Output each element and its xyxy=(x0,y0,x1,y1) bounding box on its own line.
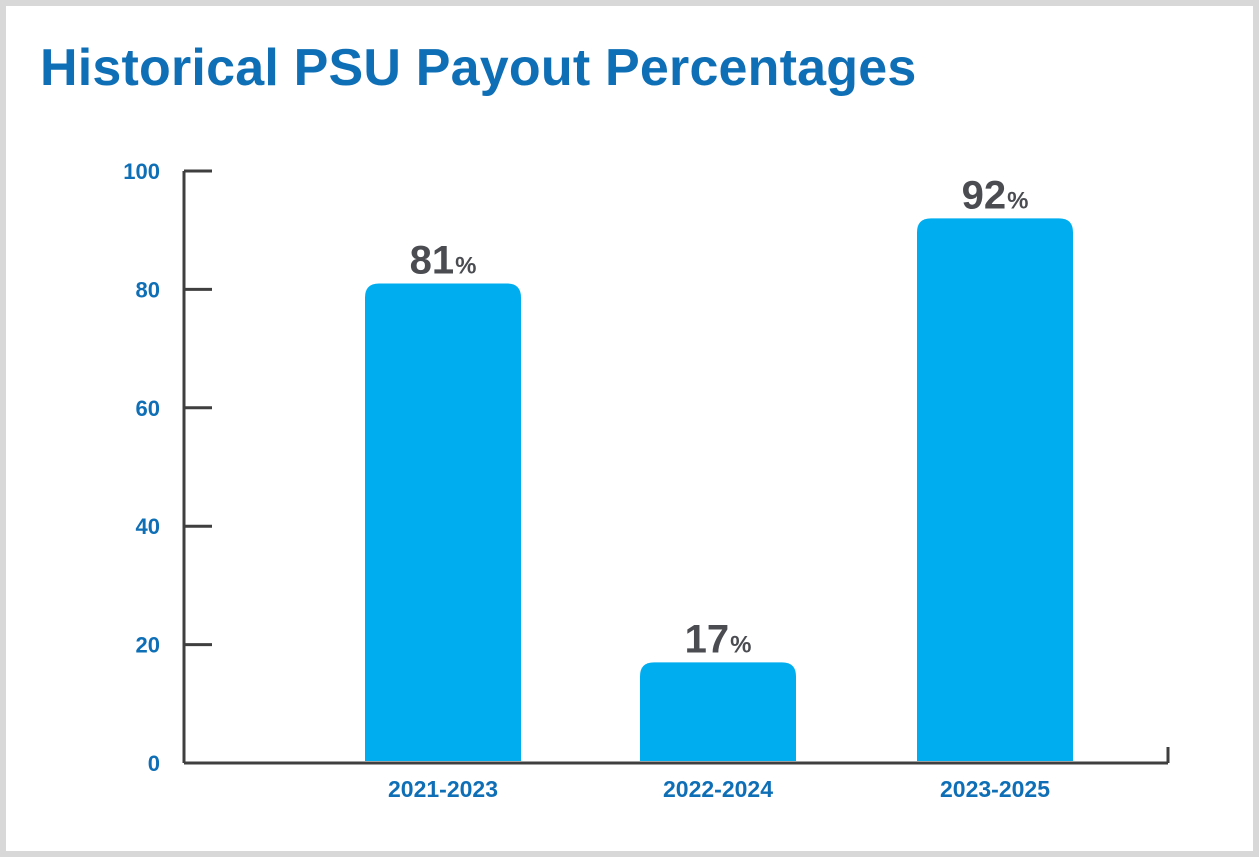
data-label-unit: % xyxy=(455,252,476,279)
y-tick-label: 40 xyxy=(136,514,160,539)
y-tick-label: 60 xyxy=(136,396,160,421)
data-label-unit: % xyxy=(730,631,751,658)
bar-2021-2023 xyxy=(365,283,521,761)
chart-title: Historical PSU Payout Percentages xyxy=(40,39,917,97)
bar-2022-2024 xyxy=(640,662,796,761)
data-label: 92% xyxy=(962,173,1029,217)
x-tick-label: 2021-2023 xyxy=(388,776,498,802)
x-tick-label: 2022-2024 xyxy=(663,776,773,802)
category-labels: 2021-2023 2022-2024 2023-2025 xyxy=(388,776,1050,802)
data-label-value: 81 xyxy=(410,238,455,282)
value-labels: 81%17%92% xyxy=(410,173,1029,661)
y-axis: 0 20 40 60 80 100 xyxy=(123,159,212,776)
data-label-value: 17 xyxy=(685,617,730,661)
y-tick-label: 20 xyxy=(136,633,160,658)
bars xyxy=(365,218,1073,762)
bar-2023-2025 xyxy=(917,218,1073,762)
data-label: 81% xyxy=(410,238,477,282)
y-tick-label: 100 xyxy=(123,159,160,184)
data-label-value: 92 xyxy=(962,173,1007,217)
x-tick-label: 2023-2025 xyxy=(940,776,1050,802)
data-label-unit: % xyxy=(1007,187,1028,214)
data-label: 17% xyxy=(685,617,752,661)
y-tick-label: 0 xyxy=(148,751,160,776)
x-axis xyxy=(184,747,1170,765)
y-tick-label: 80 xyxy=(136,277,160,302)
